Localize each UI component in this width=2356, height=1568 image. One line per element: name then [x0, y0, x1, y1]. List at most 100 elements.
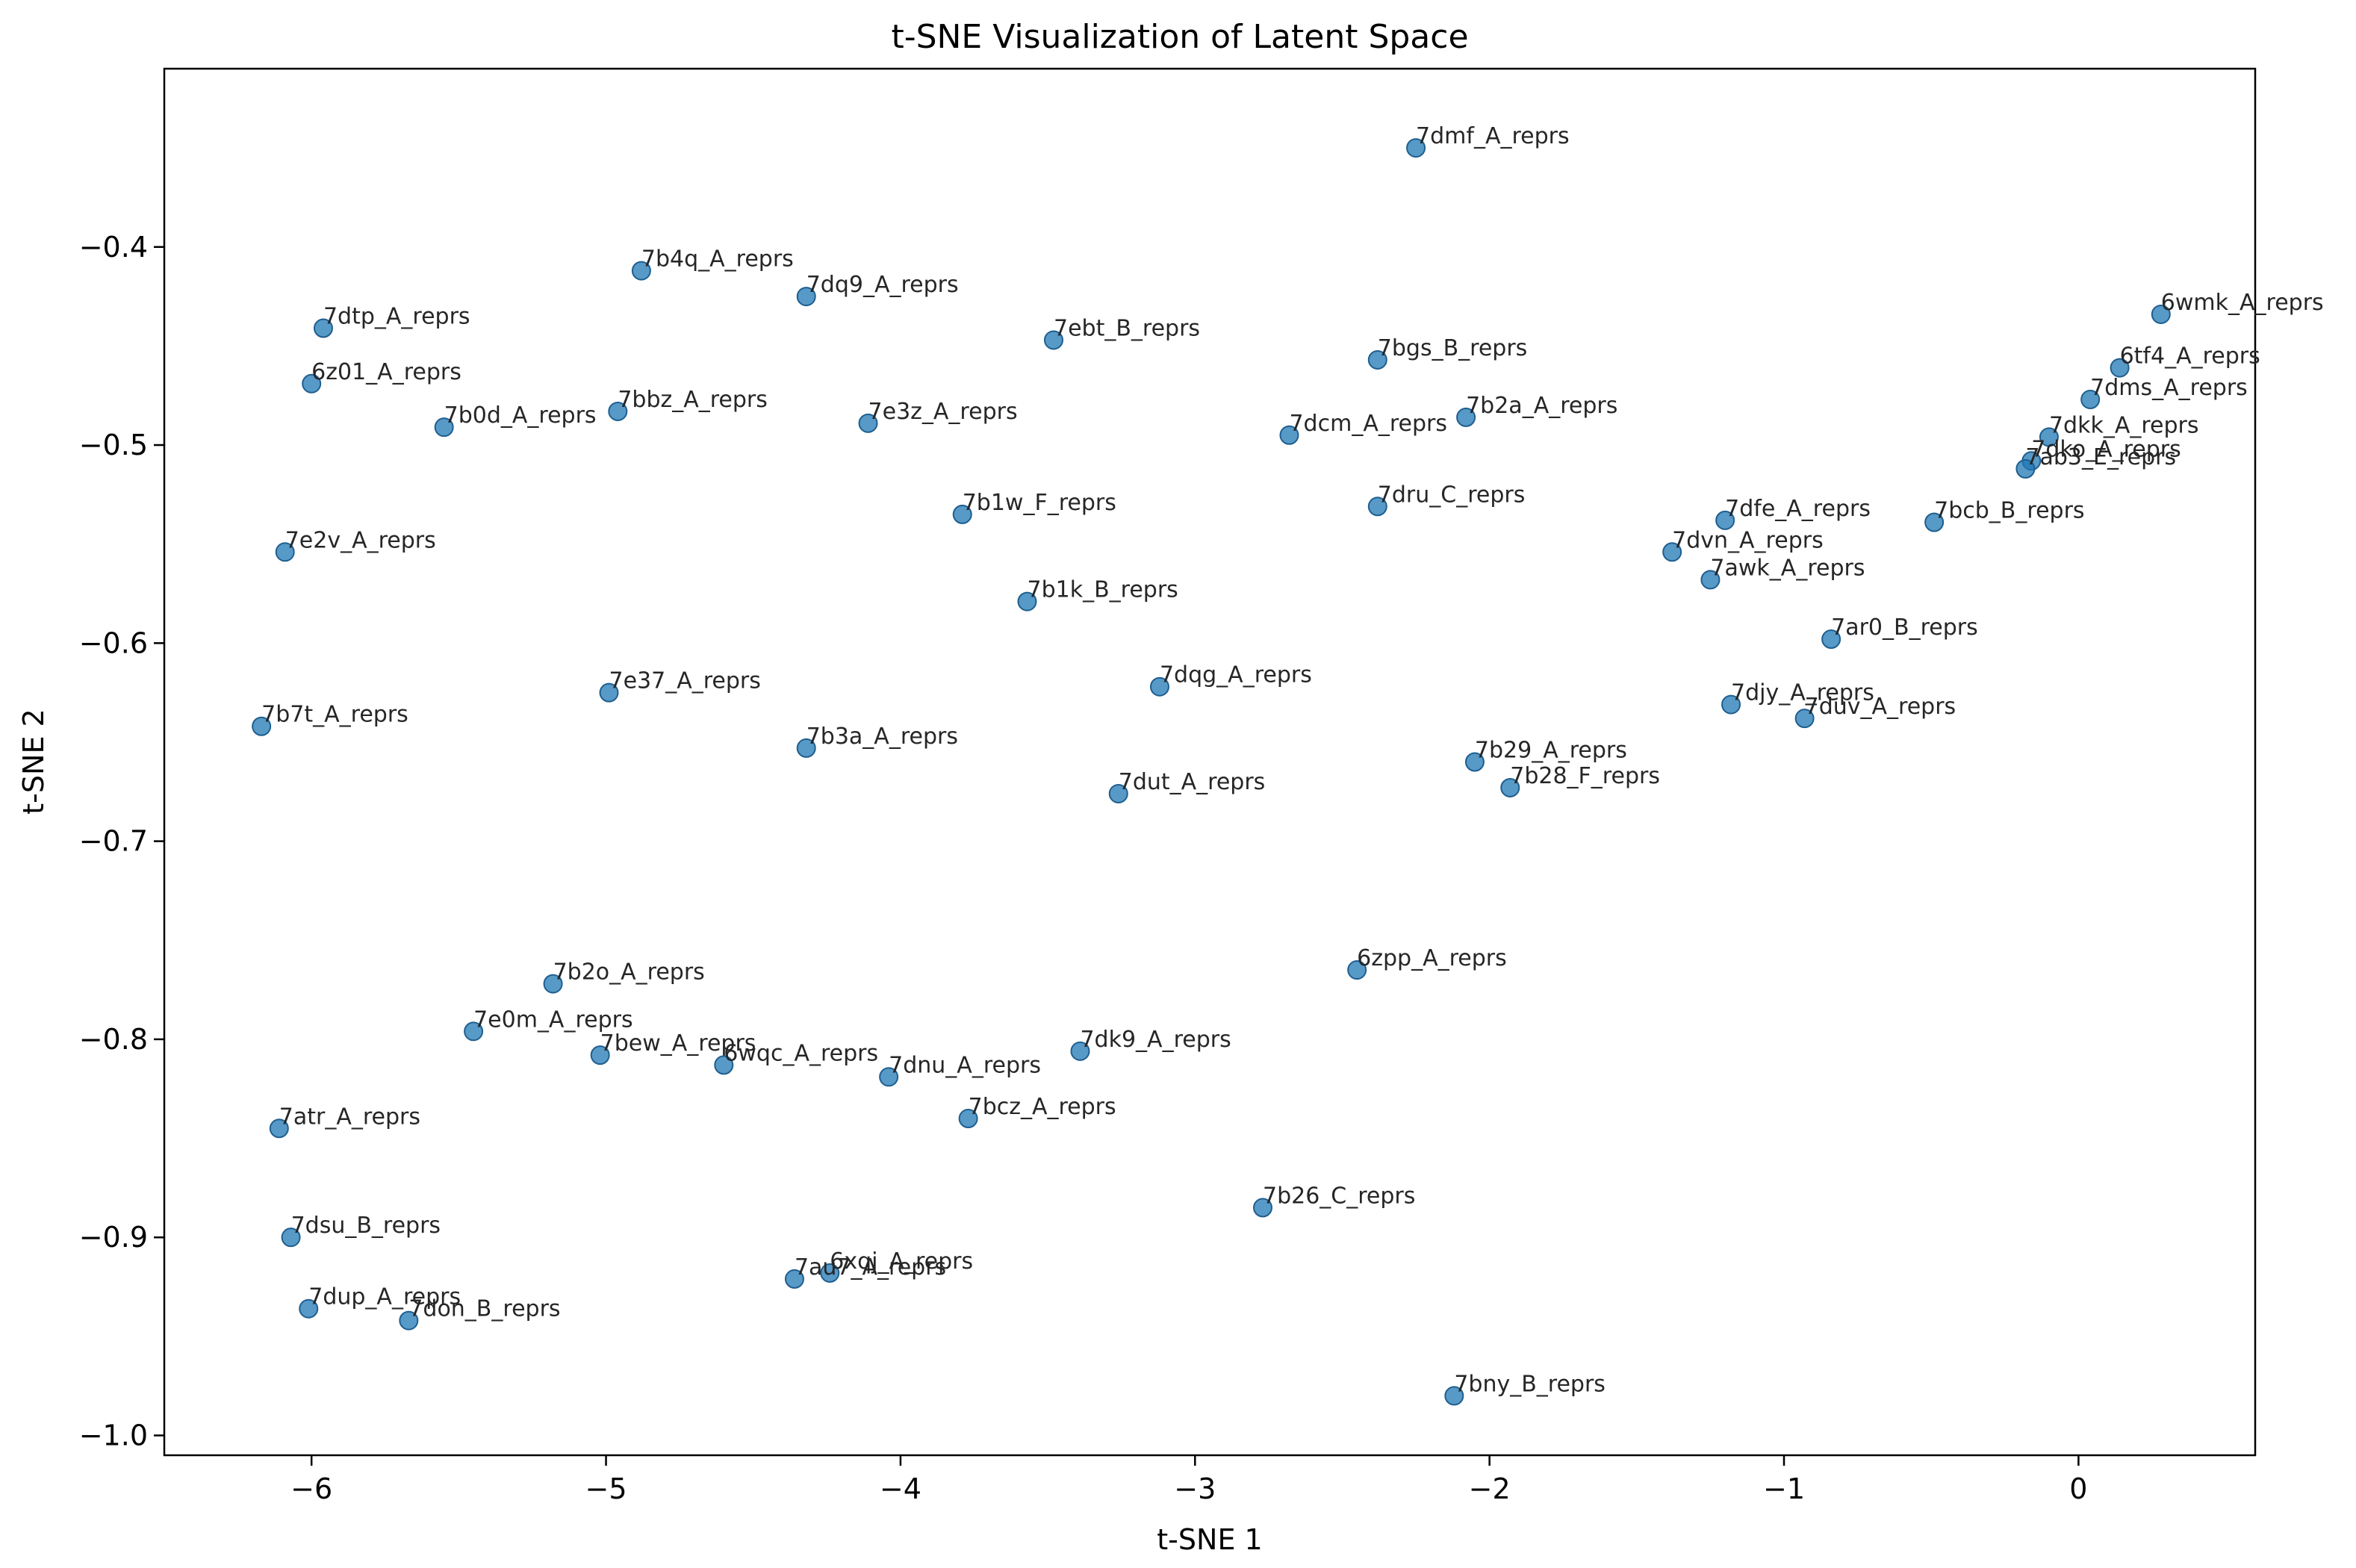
y-tick-label: −0.9 [79, 1221, 148, 1254]
x-tick-label: 0 [2069, 1472, 2087, 1505]
data-point [952, 504, 972, 524]
data-point-label: 7b3a_A_reprs [806, 724, 958, 750]
data-point-label: 7b2a_A_reprs [1466, 393, 1617, 419]
data-point-label: 7dq9_A_reprs [806, 272, 959, 298]
data-point [608, 401, 628, 421]
data-point-label: 7e2v_A_reprs [285, 527, 436, 553]
data-point-label: 7dvn_A_reprs [1672, 527, 1824, 553]
data-point-label: 6tf4_A_reprs [2120, 343, 2260, 370]
data-point [434, 417, 454, 438]
data-point-label: 7bgs_B_reprs [1378, 335, 1528, 361]
data-point-label: 7dtp_A_reprs [323, 304, 470, 330]
data-point [1070, 1041, 1090, 1061]
x-axis: −6 −5 −4 −3 −2 −1 0 [290, 1455, 2087, 1505]
data-point [1500, 777, 1520, 797]
data-point [1700, 570, 1721, 590]
plot-frame [163, 67, 2257, 1457]
data-point [1406, 138, 1426, 158]
x-tick-label: −2 [1469, 1472, 1511, 1505]
data-point [858, 413, 878, 433]
x-tick-label: −5 [585, 1472, 627, 1505]
data-point-label: 7b28_F_reprs [1510, 763, 1660, 789]
y-axis: −1.0 −0.9 −0.8 −0.7 −0.6 −0.5 −0.4 [79, 231, 164, 1452]
data-point [879, 1067, 899, 1087]
y-tick-label: −0.6 [79, 626, 148, 659]
data-point [1367, 497, 1387, 517]
y-tick-label: −0.5 [79, 429, 148, 461]
data-point [1149, 676, 1169, 697]
data-point-label: 7dnu_A_reprs [889, 1052, 1041, 1078]
data-point [1456, 407, 1476, 427]
data-point-label: 7duv_A_reprs [1805, 694, 1956, 720]
data-point [820, 1263, 840, 1283]
data-point [599, 682, 619, 703]
data-point [714, 1055, 734, 1075]
data-point-label: 7don_B_reprs [408, 1296, 560, 1322]
data-point-label: 7b2o_A_reprs [553, 959, 705, 986]
data-point [1347, 960, 1367, 980]
x-tick-label: −1 [1763, 1472, 1805, 1505]
data-point-label: 6wqc_A_reprs [724, 1040, 878, 1066]
data-point-label: 7dms_A_reprs [2090, 375, 2248, 401]
data-point-label: 7e0m_A_reprs [473, 1007, 633, 1033]
x-tick-label: −6 [290, 1472, 332, 1505]
data-point-label: 6z01_A_reprs [311, 359, 461, 385]
y-tick-label: −0.8 [79, 1023, 148, 1056]
data-point [1924, 512, 1945, 532]
data-points: 7dmf_A_reprs 7b4q_A_reprs 7dq9_A_reprs 6wmk… [252, 123, 2324, 1406]
data-point [1464, 752, 1485, 772]
data-point [1252, 1198, 1272, 1218]
data-point-label: 7djy_A_reprs [1731, 680, 1874, 706]
data-point [269, 1119, 289, 1139]
data-point [1715, 510, 1735, 530]
data-point-label: 7au7_A_reprs [795, 1254, 946, 1281]
data-point-label: 7dqg_A_reprs [1160, 662, 1312, 688]
data-point-label: 7b1k_B_reprs [1027, 577, 1178, 603]
data-point-label: 6wmk_A_reprs [2161, 290, 2324, 316]
y-tick-label: −0.4 [79, 231, 148, 264]
data-point-label: 6xqj_A_reprs [830, 1248, 973, 1275]
data-point [2039, 427, 2059, 447]
data-point-label: 7dup_A_reprs [308, 1284, 461, 1310]
data-point-label: 7dut_A_reprs [1119, 769, 1266, 795]
data-point [631, 261, 651, 281]
data-point [796, 287, 816, 307]
data-point [281, 1228, 301, 1248]
data-point-label: 7b26_C_reprs [1263, 1183, 1415, 1209]
y-tick-label: −1.0 [79, 1419, 148, 1452]
data-point-label: 7atr_A_reprs [279, 1104, 420, 1130]
data-point-label: 6zpp_A_reprs [1357, 945, 1507, 971]
data-point-label: 7bbz_A_reprs [618, 387, 768, 413]
data-point-label: 7e37_A_reprs [609, 668, 760, 694]
y-axis-label: t-SNE 2 [17, 709, 50, 814]
chart-title: t-SNE Visualization of Latent Space [891, 18, 1468, 56]
x-axis-label: t-SNE 1 [1157, 1523, 1262, 1556]
data-point [1444, 1386, 1464, 1406]
data-point-label: 7dk9_A_reprs [1080, 1027, 1231, 1053]
data-point [1821, 629, 1841, 650]
data-point [252, 716, 272, 736]
data-point [1367, 349, 1387, 370]
data-point-label: 7dfe_A_reprs [1725, 496, 1871, 522]
data-point [1662, 542, 1682, 562]
y-tick-label: −0.7 [79, 825, 148, 858]
data-point [1017, 591, 1037, 612]
data-point [2080, 390, 2101, 410]
data-point-label: 7b7t_A_reprs [261, 702, 408, 728]
data-point-label: 7ab3_E_reprs [2025, 444, 2176, 470]
data-point [590, 1045, 610, 1065]
data-point [1279, 425, 1299, 445]
data-point [958, 1109, 978, 1129]
data-point-label: 7bny_B_reprs [1454, 1371, 1606, 1397]
x-tick-label: −4 [880, 1472, 921, 1505]
data-point [2151, 304, 2171, 324]
data-point [2015, 458, 2036, 479]
data-point [796, 738, 816, 758]
data-point [1794, 709, 1815, 729]
data-point-label: 7b4q_A_reprs [641, 246, 794, 273]
data-point-label: 7dcm_A_reprs [1289, 411, 1447, 437]
data-point-label: 7ar0_B_reprs [1831, 615, 1978, 641]
data-point-label: 7dkk_A_reprs [2049, 412, 2199, 438]
data-point [2110, 358, 2130, 378]
